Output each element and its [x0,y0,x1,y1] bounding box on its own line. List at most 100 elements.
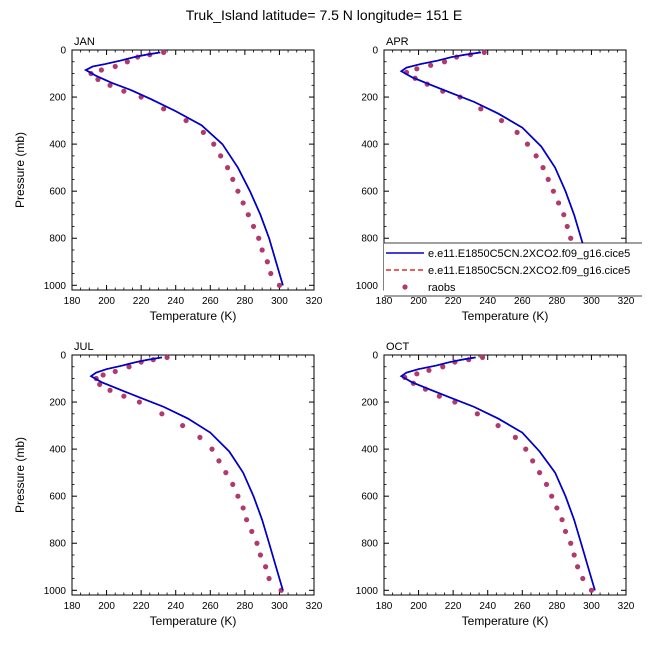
raobs-point [107,82,113,88]
raobs-point [224,165,231,171]
raobs-point [197,434,203,440]
raobs-point [481,49,487,55]
legend-label: raobs [428,282,456,294]
y-tick-label: 1000 [356,586,379,597]
raobs-point [428,62,434,68]
raobs-point [159,411,165,417]
raobs-point [588,587,595,593]
raobs-point [209,446,215,452]
raobs-point [436,393,442,399]
legend-marker [402,284,408,290]
raobs-point [474,411,480,417]
y-tick-label: 400 [361,445,378,456]
raobs-point [530,458,536,464]
raobs-point [200,129,206,135]
model-line-solid-top [399,51,596,286]
y-tick-label: 200 [361,93,378,104]
y-tick-label: 600 [49,492,66,503]
y-tick-label: 200 [49,93,66,104]
x-tick-label: 240 [479,296,496,307]
raobs-point [240,505,246,511]
raobs-point [479,354,486,360]
raobs-point [524,141,531,147]
panel-oct: OCT 180 200 220 240 260 280 300 320 0 200 400 600 800… [356,341,635,628]
x-tick-label: 240 [167,296,184,307]
raobs-point [230,176,236,183]
raobs-point [264,259,270,265]
raobs-point [550,188,557,194]
model-line-dashed [89,356,284,591]
y-tick-label: 800 [361,234,378,245]
y-tick-label: 400 [361,140,378,151]
raobs-point [568,235,574,241]
x-tick-label: 220 [445,296,462,307]
y-tick-label: 800 [361,539,378,550]
raobs-point [276,282,283,288]
raobs-point [112,63,118,70]
raobs-point [440,364,446,370]
raobs-point [561,212,567,218]
panel-label: APR [386,36,409,48]
x-axis-title: Temperature (K) [150,614,237,628]
x-tick-label: 280 [237,601,254,612]
x-tick-label: 180 [64,296,81,307]
y-tick-label: 200 [49,398,66,409]
raobs-point [250,223,257,230]
model-line-dashed [400,356,596,591]
model-line-solid-top [89,356,284,591]
raobs-point [555,200,562,206]
y-tick-label: 1000 [44,586,67,597]
raobs-point [540,165,546,171]
y-tick-label: 800 [49,234,66,245]
y-tick-label: 0 [60,351,66,362]
raobs-point [97,381,103,388]
x-tick-label: 280 [549,296,566,307]
raobs-point [161,49,167,55]
raobs-point [498,117,505,124]
raobs-point [495,422,501,429]
raobs-point [554,505,560,511]
raobs-point [545,176,551,183]
panel-label: JUL [74,341,94,353]
panel-label: JAN [74,36,95,48]
model-line-solid [84,51,284,286]
y-tick-label: 200 [361,398,378,409]
raobs-point [478,106,484,112]
x-tick-label: 200 [98,296,115,307]
raobs-point [180,422,186,429]
raobs-point [235,188,241,194]
raobs-point [575,564,581,570]
y-tick-label: 400 [49,140,66,151]
panel-jul: JUL 180 200 220 240 260 280 300 320 0 200 400 600 800… [13,341,323,628]
raobs-point [100,372,106,378]
raobs-point [263,564,269,570]
x-tick-label: 260 [514,296,531,307]
figure-title: Truk_Island latitude= 7.5 N longitude= 1… [186,7,463,23]
x-tick-label: 300 [271,601,288,612]
raobs-point [414,66,420,72]
y-tick-label: 600 [49,187,66,198]
raobs-point [235,493,241,499]
raobs-point [107,387,113,393]
x-tick-label: 280 [549,601,566,612]
raobs-point [183,117,189,124]
raobs-point [568,540,574,546]
raobs-point [218,153,224,159]
model-line-dashed [84,51,284,286]
x-axis-title: Temperature (K) [462,614,549,628]
raobs-point [514,129,520,135]
raobs-point [245,212,251,218]
raobs-point [136,399,143,405]
panel-label: OCT [386,341,410,353]
raobs-point [98,67,104,73]
x-tick-label: 320 [306,601,323,612]
panels: JAN 180 200 220 240 260 280 300 320 0 200 400 600 800… [13,36,635,628]
y-tick-label: 400 [49,445,66,456]
y-tick-label: 600 [361,187,378,198]
x-tick-label: 200 [410,601,427,612]
legend: e.e11.E1850C5CN.2XCO2.f09_g16.cice5 e.e11… [384,242,642,297]
x-tick-label: 260 [202,296,219,307]
x-tick-label: 260 [514,601,531,612]
raobs-point [164,354,170,360]
